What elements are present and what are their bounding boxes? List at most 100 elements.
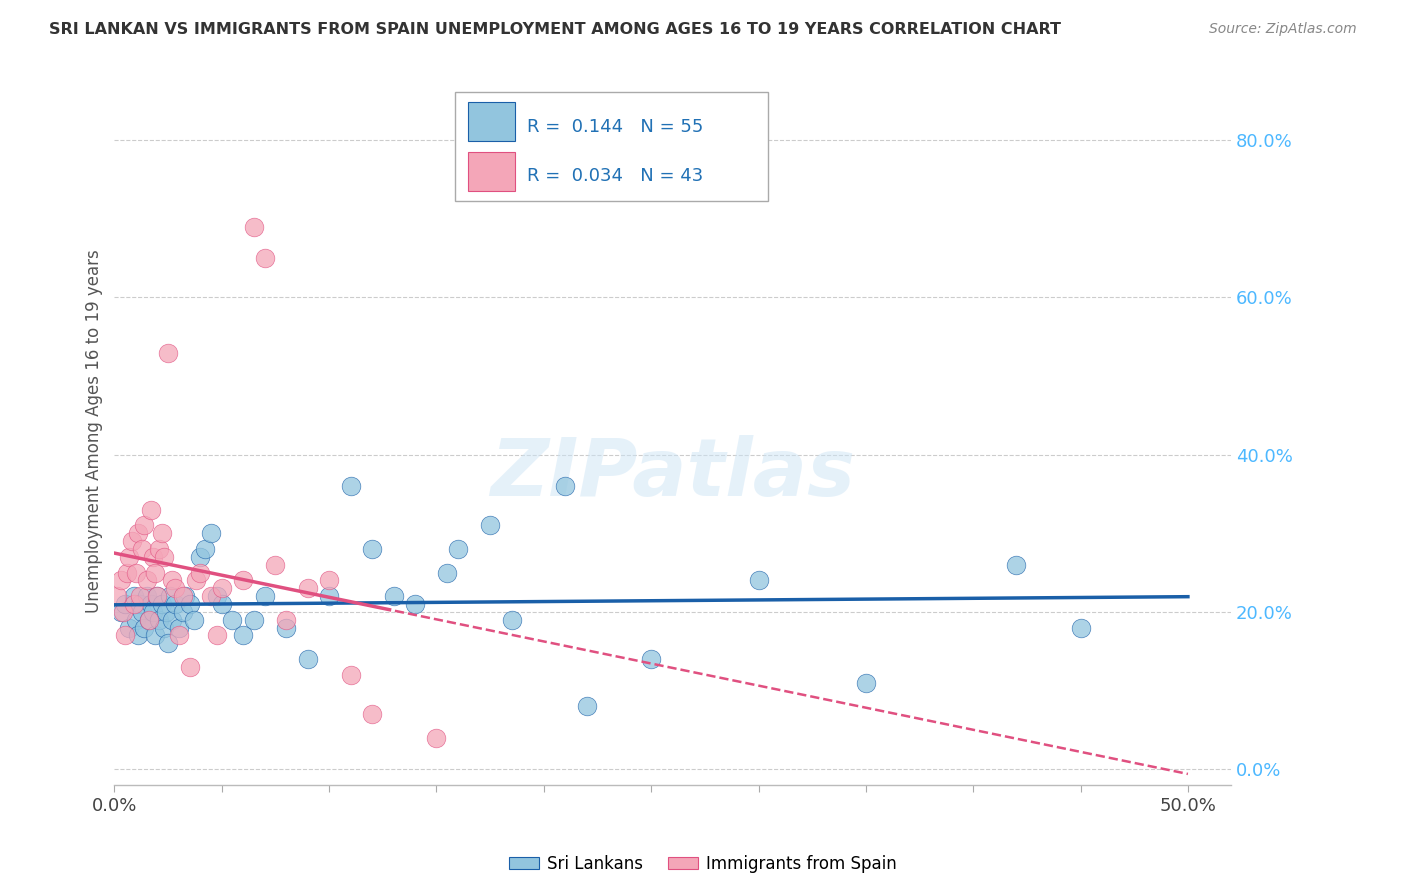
Point bbox=[447, 541, 470, 556]
Point bbox=[118, 621, 141, 635]
Point bbox=[162, 613, 184, 627]
Point bbox=[167, 621, 190, 635]
Legend: Sri Lankans, Immigrants from Spain: Sri Lankans, Immigrants from Spain bbox=[502, 848, 904, 880]
Point bbox=[105, 589, 128, 603]
Point bbox=[253, 251, 276, 265]
Point bbox=[110, 574, 132, 588]
Point bbox=[243, 219, 266, 234]
Text: Source: ZipAtlas.com: Source: ZipAtlas.com bbox=[1209, 22, 1357, 37]
Point bbox=[339, 667, 361, 681]
FancyBboxPatch shape bbox=[468, 103, 515, 141]
Point bbox=[163, 597, 186, 611]
Point bbox=[264, 558, 287, 572]
Point bbox=[1070, 621, 1092, 635]
Point bbox=[179, 660, 201, 674]
Point bbox=[159, 589, 181, 603]
Point bbox=[148, 541, 170, 556]
Point bbox=[114, 597, 136, 611]
Point bbox=[121, 534, 143, 549]
Point bbox=[297, 652, 319, 666]
Point bbox=[150, 597, 173, 611]
Point bbox=[382, 589, 405, 603]
Point bbox=[135, 589, 157, 603]
Point bbox=[211, 582, 233, 596]
Point bbox=[142, 549, 165, 564]
Point bbox=[404, 597, 426, 611]
Point bbox=[111, 605, 134, 619]
Point bbox=[200, 526, 222, 541]
Point bbox=[167, 628, 190, 642]
Text: SRI LANKAN VS IMMIGRANTS FROM SPAIN UNEMPLOYMENT AMONG AGES 16 TO 19 YEARS CORRE: SRI LANKAN VS IMMIGRANTS FROM SPAIN UNEM… bbox=[49, 22, 1062, 37]
FancyBboxPatch shape bbox=[468, 152, 515, 191]
Point bbox=[139, 502, 162, 516]
Point bbox=[142, 605, 165, 619]
Point bbox=[188, 566, 211, 580]
Point bbox=[172, 605, 194, 619]
Point bbox=[129, 597, 152, 611]
Point bbox=[143, 628, 166, 642]
Point bbox=[855, 675, 877, 690]
Text: R =  0.034   N = 43: R = 0.034 N = 43 bbox=[527, 168, 704, 186]
Point bbox=[211, 597, 233, 611]
Point bbox=[146, 589, 169, 603]
Point bbox=[148, 613, 170, 627]
Point bbox=[276, 621, 298, 635]
Point bbox=[640, 652, 662, 666]
Point bbox=[117, 566, 139, 580]
Point bbox=[127, 628, 149, 642]
Point bbox=[183, 613, 205, 627]
Point bbox=[155, 605, 177, 619]
Point bbox=[131, 541, 153, 556]
Point bbox=[127, 526, 149, 541]
Point bbox=[143, 566, 166, 580]
Point bbox=[276, 613, 298, 627]
Point bbox=[172, 589, 194, 603]
Point bbox=[232, 574, 254, 588]
Point bbox=[318, 589, 340, 603]
Point bbox=[122, 589, 145, 603]
Point bbox=[243, 613, 266, 627]
Point bbox=[297, 582, 319, 596]
Point bbox=[138, 613, 160, 627]
Point bbox=[114, 628, 136, 642]
Point bbox=[129, 589, 152, 603]
Point bbox=[134, 518, 156, 533]
Y-axis label: Unemployment Among Ages 16 to 19 years: Unemployment Among Ages 16 to 19 years bbox=[86, 249, 103, 613]
Point bbox=[1005, 558, 1028, 572]
Point bbox=[554, 479, 576, 493]
Point bbox=[425, 731, 447, 745]
Point bbox=[174, 589, 197, 603]
Point bbox=[125, 613, 148, 627]
Point bbox=[747, 574, 769, 588]
Point bbox=[157, 636, 180, 650]
Point bbox=[139, 597, 162, 611]
Point bbox=[318, 574, 340, 588]
Point bbox=[361, 541, 384, 556]
Point bbox=[131, 605, 153, 619]
Point bbox=[122, 597, 145, 611]
Point bbox=[162, 574, 184, 588]
Point bbox=[138, 613, 160, 627]
Point bbox=[110, 605, 132, 619]
Point bbox=[179, 597, 201, 611]
Point bbox=[575, 699, 598, 714]
Point bbox=[479, 518, 502, 533]
Point bbox=[200, 589, 222, 603]
Point bbox=[188, 549, 211, 564]
Point bbox=[207, 628, 229, 642]
Point bbox=[150, 526, 173, 541]
Point bbox=[163, 582, 186, 596]
Text: R =  0.144   N = 55: R = 0.144 N = 55 bbox=[527, 118, 704, 136]
Point bbox=[339, 479, 361, 493]
Point bbox=[135, 574, 157, 588]
Point bbox=[152, 621, 174, 635]
Point bbox=[125, 566, 148, 580]
Text: ZIPatlas: ZIPatlas bbox=[491, 434, 855, 513]
Point bbox=[501, 613, 523, 627]
Point bbox=[134, 621, 156, 635]
Point bbox=[207, 589, 229, 603]
Point bbox=[152, 549, 174, 564]
Point bbox=[157, 345, 180, 359]
Point bbox=[253, 589, 276, 603]
Point bbox=[194, 541, 217, 556]
